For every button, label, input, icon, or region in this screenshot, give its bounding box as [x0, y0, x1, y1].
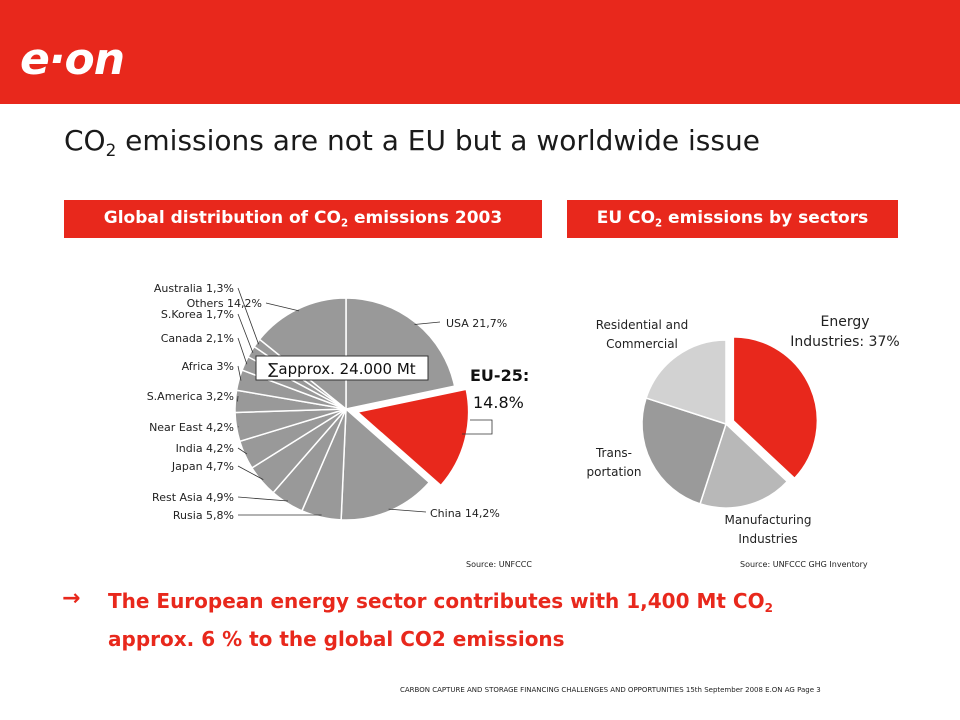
right-chart-source: Source: UNFCCC GHG Inventory — [740, 560, 868, 569]
sector-slice-manufacturing-industries — [699, 422, 789, 509]
left-banner-subscript: 2 — [340, 218, 349, 230]
leader-line — [237, 447, 248, 455]
slide-title: CO2 emissions are not a EU but a worldwi… — [64, 124, 760, 160]
leader-line — [237, 465, 264, 480]
sector-slice-energy-industries-37 — [732, 336, 819, 480]
leader-line — [237, 287, 259, 345]
leader-line — [414, 321, 441, 325]
pie-label-others-14-2: Others 14,2% — [187, 297, 262, 310]
leader-line — [237, 313, 254, 353]
sector-label-portation: portation — [587, 465, 642, 479]
takeaway-text: The European energy sector contributes w… — [108, 586, 828, 655]
arrow-icon: → — [62, 586, 81, 611]
title-prefix: CO — [64, 124, 106, 157]
sector-label-industries-37: Industries: 37% — [790, 334, 899, 350]
eu-label-name: EU-25: — [470, 366, 529, 385]
sector-label-energy: Energy — [820, 314, 869, 330]
pie-slice-eu-25 — [355, 388, 470, 487]
pie-label-near-east-4-2: Near East 4,2% — [149, 421, 234, 434]
eon-logo: e·on — [20, 34, 125, 85]
pie-label-india-4-2: India 4,2% — [176, 442, 234, 455]
left-banner-rest: emissions 2003 — [348, 208, 503, 228]
pie-label-usa-21-7: USA 21,7% — [446, 317, 507, 330]
leader-line — [237, 337, 248, 365]
takeaway-line2: approx. 6 % to the global CO2 emissions — [108, 627, 565, 652]
left-chart-source: Source: UNFCCC — [466, 560, 532, 569]
pie-slice-others-14-2 — [258, 297, 347, 411]
eu-bracket — [462, 419, 493, 435]
pie-label-africa-3: Africa 3% — [182, 360, 234, 373]
total-label: ∑approx. 24.000 Mt — [268, 360, 416, 378]
sector-label-industries: Industries — [738, 532, 797, 546]
pie-label-china-14-2: China 14,2% — [430, 507, 500, 520]
left-chart-banner: Global distribution of CO2 emissions 200… — [64, 200, 542, 238]
leader-line — [237, 395, 239, 402]
takeaway-line1: The European energy sector contributes w… — [108, 589, 765, 613]
title-subscript: 2 — [105, 139, 117, 160]
pie-label-australia-1-3: Australia 1,3% — [154, 282, 234, 295]
pie-label-rusia-5-8: Rusia 5,8% — [173, 509, 234, 522]
left-banner-prefix: Global distribution of CO — [103, 208, 341, 228]
pie-label-rest-asia-4-9: Rest Asia 4,9% — [152, 491, 234, 504]
sector-slice-residential-and-commercial — [645, 339, 727, 426]
right-banner-rest: emissions by sectors — [662, 208, 869, 228]
pie-label-japan-4-7: Japan 4,7% — [171, 460, 234, 473]
header-bar: e·on — [0, 0, 960, 104]
pie-label-canada-2-1: Canada 2,1% — [161, 332, 234, 345]
right-banner-subscript: 2 — [655, 218, 663, 230]
pie-slice-usa-21-7 — [345, 297, 456, 410]
pie-label-s-america-3-2: S.America 3,2% — [147, 390, 234, 403]
right-banner-prefix: EU CO — [596, 208, 656, 228]
footer-text: CARBON CAPTURE AND STORAGE FINANCING CHA… — [400, 686, 821, 694]
title-rest: emissions are not a EU but a worldwide i… — [116, 124, 760, 157]
leader-line — [237, 365, 242, 381]
sector-slice-trans-portation — [641, 397, 727, 505]
sector-label-manufacturing: Manufacturing — [725, 513, 812, 527]
leader-line — [388, 508, 427, 513]
sector-label-commercial: Commercial — [606, 337, 678, 351]
leader-line — [237, 496, 289, 502]
total-box — [255, 355, 429, 381]
leader-line — [265, 302, 300, 312]
sector-label-trans: Trans- — [595, 446, 632, 460]
right-chart-banner: EU CO2 emissions by sectors — [567, 200, 898, 238]
pie-slice-china-14-2 — [340, 407, 431, 521]
pie-label-s-korea-1-7: S.Korea 1,7% — [161, 308, 234, 321]
sector-label-residential-and: Residential and — [596, 318, 689, 332]
eu-label-value: 14.8% — [473, 393, 524, 412]
takeaway-subscript: 2 — [764, 601, 773, 616]
